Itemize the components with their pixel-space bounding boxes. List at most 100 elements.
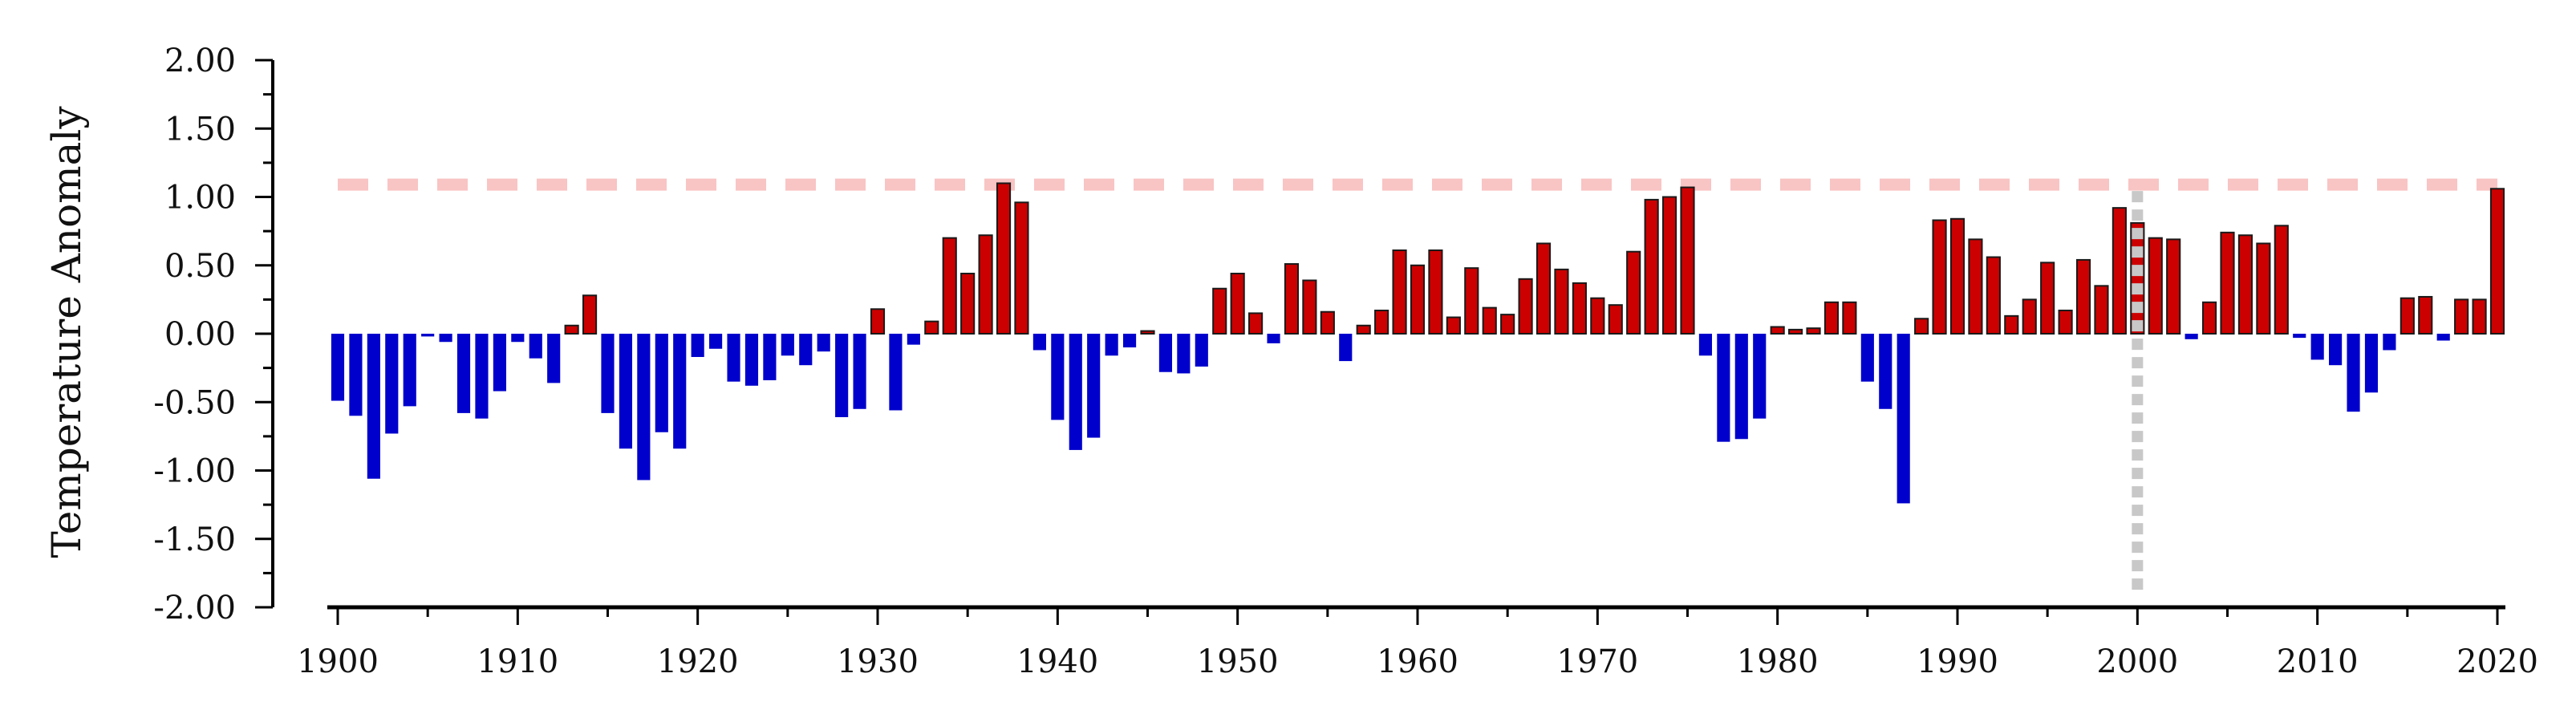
x-ticks: 1900 1910 1920 1930 1940 1950 1960 1970 1980 1990… xyxy=(297,607,2538,680)
y-tick-label: -1.50 xyxy=(153,521,236,558)
x-tick-label: 1960 xyxy=(1377,643,1458,680)
bar-1988 xyxy=(1914,318,1929,335)
bar-1902 xyxy=(367,334,380,479)
x-tick-label: 1940 xyxy=(1016,643,1098,680)
bar-1962 xyxy=(1446,316,1461,335)
y-ticks: 2.00 1.50 1.00 0.50 0.00 -0.50 -1.00 -1.50 -2.00 xyxy=(153,43,273,627)
bar-1914 xyxy=(582,294,598,335)
bar-1977 xyxy=(1717,334,1730,442)
bar-1949 xyxy=(1212,287,1227,335)
bar-1954 xyxy=(1302,279,1317,335)
bar-2020 xyxy=(2489,188,2505,335)
bar-1906 xyxy=(439,334,452,343)
bar-1932 xyxy=(907,334,920,345)
bar-1950 xyxy=(1230,272,1245,335)
bar-1976 xyxy=(1698,334,1713,356)
bar-1974 xyxy=(1661,196,1677,335)
bar-1924 xyxy=(763,334,777,380)
bar-1982 xyxy=(1806,327,1821,335)
bar-1933 xyxy=(924,320,939,335)
x-tick-label: 1910 xyxy=(477,643,558,680)
x-tick-label: 1950 xyxy=(1197,643,1279,680)
bar-1967 xyxy=(1535,242,1552,335)
bar-2015 xyxy=(2400,297,2415,335)
bar-1972 xyxy=(1626,250,1641,335)
y-tick-label: -0.50 xyxy=(153,384,236,421)
bar-1985 xyxy=(1860,334,1874,382)
bar-1998 xyxy=(2094,285,2109,335)
bar-2002 xyxy=(2166,238,2181,335)
x-tick-label: 1920 xyxy=(657,643,739,680)
bar-1970 xyxy=(1590,297,1605,335)
bar-1905 xyxy=(421,334,435,337)
bar-1900 xyxy=(331,334,345,401)
bar-1958 xyxy=(1374,310,1389,335)
bar-2013 xyxy=(2364,334,2379,393)
bar-1946 xyxy=(1158,334,1173,372)
bar-2007 xyxy=(2256,242,2271,335)
bar-1992 xyxy=(1986,256,2001,335)
y-tick-label: 2.00 xyxy=(164,43,236,79)
bar-1959 xyxy=(1392,249,1407,335)
bar-1968 xyxy=(1554,268,1569,335)
bar-1956 xyxy=(1339,334,1353,362)
y-tick-label: -2.00 xyxy=(153,590,236,627)
bar-1930 xyxy=(870,308,886,335)
bar-1915 xyxy=(601,334,615,413)
bar-1993 xyxy=(2004,314,2019,335)
bar-1979 xyxy=(1753,334,1767,419)
bar-2018 xyxy=(2454,298,2469,335)
bar-1943 xyxy=(1105,334,1118,356)
bar-1984 xyxy=(1842,301,1857,335)
bar-1913 xyxy=(564,324,579,335)
bar-1901 xyxy=(349,334,363,416)
bar-1980 xyxy=(1770,326,1785,335)
bar-1975 xyxy=(1680,186,1695,335)
bar-1955 xyxy=(1320,310,1335,335)
bar-2012 xyxy=(2347,334,2360,412)
x-tick-label: 1930 xyxy=(837,643,919,680)
bar-1922 xyxy=(727,334,740,382)
bar-1965 xyxy=(1500,314,1515,335)
bar-1989 xyxy=(1932,219,1947,335)
bar-1945 xyxy=(1140,330,1155,335)
bar-1996 xyxy=(2058,310,2073,335)
bar-1961 xyxy=(1428,249,1443,335)
bar-1918 xyxy=(655,334,668,432)
bar-1910 xyxy=(511,334,525,343)
bar-1907 xyxy=(456,334,471,413)
bar-1947 xyxy=(1177,334,1191,374)
bar-1953 xyxy=(1284,263,1300,335)
bar-1937 xyxy=(996,182,1012,335)
bar-1969 xyxy=(1572,282,1587,335)
y-tick-label: 0.50 xyxy=(164,248,236,285)
bar-1908 xyxy=(475,334,489,419)
bar-2010 xyxy=(2310,334,2324,360)
bar-1927 xyxy=(817,334,830,352)
bar-1966 xyxy=(1518,278,1533,335)
bar-1934 xyxy=(942,237,957,335)
bar-1935 xyxy=(960,272,976,335)
bar-1986 xyxy=(1879,334,1892,409)
bar-2008 xyxy=(2274,225,2289,335)
bar-1941 xyxy=(1069,334,1082,450)
bar-1978 xyxy=(1734,334,1748,440)
bar-2016 xyxy=(2418,295,2433,335)
x-tick-label: 2020 xyxy=(2456,643,2538,680)
bar-1960 xyxy=(1410,264,1426,335)
bar-2003 xyxy=(2185,334,2198,339)
bar-1971 xyxy=(1608,304,1623,335)
x-tick-label: 1990 xyxy=(1917,643,1998,680)
bar-1939 xyxy=(1032,334,1046,351)
bar-1938 xyxy=(1014,201,1029,335)
bar-1904 xyxy=(403,334,416,407)
bar-1931 xyxy=(889,334,903,411)
bar-1919 xyxy=(673,334,687,449)
bar-2009 xyxy=(2293,334,2306,339)
bar-1916 xyxy=(619,334,633,449)
bar-1983 xyxy=(1823,301,1840,335)
bar-1903 xyxy=(385,334,399,434)
bar-2019 xyxy=(2472,298,2487,335)
y-tick-label: 1.00 xyxy=(164,180,236,217)
